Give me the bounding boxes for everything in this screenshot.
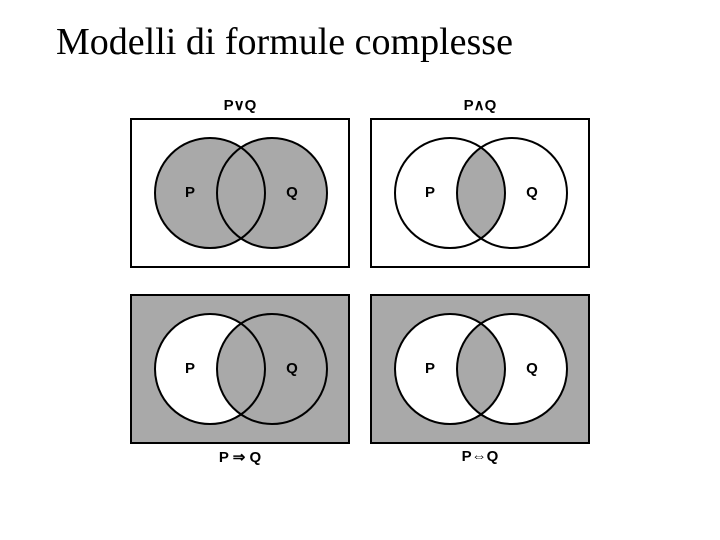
caption-iff: P⇔Q: [370, 448, 590, 465]
diagram-row-2: P Q P ⇒ Q: [130, 294, 590, 466]
cell-or: P∨Q P Q: [130, 96, 350, 268]
caption-and: P∧Q: [370, 96, 590, 114]
cell-and: P∧Q P Q: [370, 96, 590, 268]
label-iff-p: P: [425, 360, 435, 377]
diagram-grid: P∨Q P Q P∧Q: [130, 96, 590, 466]
diagram-row-1: P∨Q P Q P∧Q: [130, 96, 590, 268]
panel-iff: P Q: [370, 294, 590, 444]
label-implies-q: Q: [286, 360, 298, 377]
cell-iff: P Q P⇔Q: [370, 294, 590, 466]
cell-implies: P Q P ⇒ Q: [130, 294, 350, 466]
label-and-p: P: [425, 184, 435, 201]
page-title: Modelli di formule complesse: [56, 20, 513, 64]
label-or-q: Q: [286, 184, 298, 201]
venn-or: P Q: [132, 120, 348, 266]
venn-and: P Q: [372, 120, 588, 266]
venn-iff: P Q: [372, 296, 588, 442]
panel-and: P Q: [370, 118, 590, 268]
label-implies-p: P: [185, 360, 195, 377]
panel-implies: P Q: [130, 294, 350, 444]
label-and-q: Q: [526, 184, 538, 201]
label-or-p: P: [185, 184, 195, 201]
venn-implies: P Q: [132, 296, 348, 442]
label-iff-q: Q: [526, 360, 538, 377]
panel-or: P Q: [130, 118, 350, 268]
caption-or: P∨Q: [130, 96, 350, 114]
caption-implies: P ⇒ Q: [130, 448, 350, 466]
